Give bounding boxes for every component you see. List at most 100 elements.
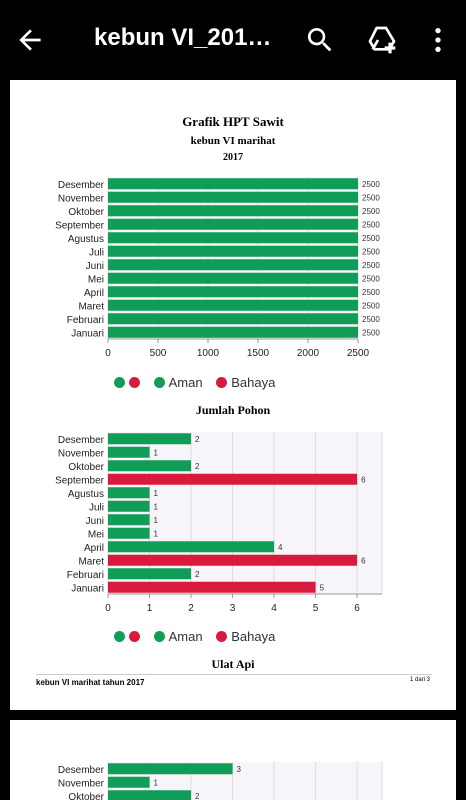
category-label: April [84,288,104,299]
category-label: Maret [78,301,104,312]
category-label: Mei [88,274,104,285]
x-tick-label: 5 [313,603,319,614]
category-label: September [55,475,105,486]
more-vert-icon[interactable] [422,24,454,56]
data-label: 5 [320,583,325,592]
data-label: 1 [154,502,159,511]
chart-ulat-api: Desember 3 November 1 Oktober 2 [58,762,383,800]
x-tick-label: 1 [147,603,153,614]
data-label: 2500 [362,193,380,202]
bar [108,554,358,566]
data-label: 1 [154,529,159,538]
data-label: 2 [195,462,200,471]
category-label: Januari [71,583,104,594]
data-label: 2500 [362,288,380,297]
bar [108,433,192,445]
bar [108,326,358,338]
chart-jumlah-pohon: Desember 2 November 1 Oktober 2 September 6 Agus… [55,432,383,614]
category-label: Februari [67,315,104,326]
footer-left: kebun VI marihat tahun 2017 [36,678,145,687]
bar [108,473,358,485]
category-label: Desember [58,435,105,446]
legend-dot-aman [114,631,125,642]
chart-title-jumlah-pohon: Jumlah Pohon [195,403,271,417]
category-label: November [58,193,105,204]
category-label: November [58,778,105,789]
bar [108,313,358,325]
legend-label-aman: Aman [168,375,203,390]
legend-dot-aman [114,377,125,388]
category-label: Maret [78,556,104,567]
category-label: Oktober [68,792,104,800]
bar [108,245,358,257]
data-label: 1 [154,448,159,457]
pdf-page-2[interactable]: Desember 3 November 1 Oktober 2 [10,720,456,800]
legend-dot-bahaya [216,631,228,642]
category-label: Mei [88,529,104,540]
bar [108,299,358,311]
page-footer: kebun VI marihat tahun 2017 1 dari 3 [36,674,432,687]
legend-dot-bahaya [216,377,228,388]
arrow-back-icon[interactable] [14,24,46,56]
report-year: 2017 [223,152,243,163]
app-bar: kebun VI_201… [0,0,466,80]
report-title: Grafik HPT Sawit [182,114,284,129]
legend-dot-bahaya [129,631,140,642]
category-label: Juli [89,502,104,513]
x-tick-label: 4 [271,603,277,614]
bar [108,218,358,230]
x-tick-label: 2500 [347,348,370,359]
category-label: Januari [71,328,104,339]
x-tick-label: 3 [230,603,236,614]
data-label: 3 [237,765,242,774]
data-label: 6 [361,556,366,565]
chart-hpt-sawit: Desember 2500 November 2500 Oktober 2500 Septe… [55,177,380,359]
bar [108,191,358,203]
search-icon[interactable] [304,24,336,56]
data-label: 1 [154,778,159,787]
chart-legend: Aman Bahaya [114,375,285,391]
plot-area [108,177,358,339]
bar [108,541,275,553]
category-label: Juni [86,516,104,527]
data-label: 6 [361,475,366,484]
category-label: Desember [58,180,105,191]
chart-title-ulat-api: Ulat Api [211,657,255,671]
bar [108,286,358,298]
bar [108,446,150,458]
legend-dot-aman [153,377,165,388]
bar [108,500,150,512]
footer-page-number: 1 dari 3 [409,677,430,683]
bar [108,776,150,788]
bar [108,205,358,217]
x-tick-label: 1500 [247,348,270,359]
data-label: 2500 [362,220,380,229]
bar [108,568,192,580]
data-label: 2500 [362,328,380,337]
document-title: kebun VI_201… [94,24,272,51]
drive-add-icon[interactable] [366,24,398,56]
legend-dot-aman [153,631,165,642]
legend-label-aman: Aman [168,629,203,644]
category-label: Agustus [68,489,104,500]
data-label: 2 [195,435,200,444]
x-tick-label: 0 [105,348,111,359]
category-label: April [84,543,104,554]
x-tick-label: 2 [188,603,194,614]
pdf-page-1[interactable]: Grafik HPT Sawit kebun VI marihat 2017 D… [10,80,456,710]
bar [108,259,358,271]
data-label: 2500 [362,315,380,324]
data-label: 2500 [362,247,380,256]
category-label: November [58,448,105,459]
category-label: Oktober [68,462,104,473]
x-tick-label: 6 [354,603,360,614]
data-label: 1 [154,489,159,498]
legend-label-bahaya: Bahaya [231,375,276,390]
bar [108,487,150,499]
data-label: 2500 [362,261,380,270]
chart-legend: Aman Bahaya [114,629,285,645]
data-label: 2500 [362,234,380,243]
data-label: 2500 [362,207,380,216]
x-tick-label: 1000 [197,348,220,359]
report-subtitle: kebun VI marihat [190,135,276,147]
